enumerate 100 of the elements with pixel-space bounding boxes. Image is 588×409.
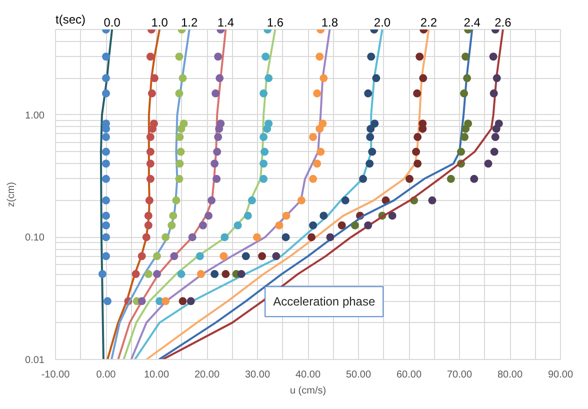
point [138,297,146,306]
x-tick-label: 90.00 [548,370,574,380]
point [341,196,350,204]
point [260,89,268,98]
y-tick-label: 1.00 [25,110,45,122]
point [146,174,154,183]
point [196,252,204,260]
point [214,133,222,142]
x-tick-label: 10.00 [144,370,170,380]
point [388,212,396,220]
point [145,196,154,204]
x-tick-label: 60.00 [396,370,422,380]
point [316,148,325,156]
point [275,221,284,230]
point [98,270,106,278]
point [186,297,195,306]
point [492,124,500,133]
point [264,74,273,82]
point [308,233,316,242]
point [462,52,470,61]
point [366,124,375,133]
point [162,297,170,306]
point [234,221,242,230]
point [419,74,428,82]
point [359,174,368,183]
annotation: Acceleration phase [273,294,376,309]
point [102,233,110,242]
point [490,89,498,98]
x-tick-label: 30.00 [244,370,270,380]
point [150,74,158,82]
point [175,174,184,183]
line-series [134,30,384,360]
point [172,196,180,204]
point [244,212,252,220]
point [313,89,322,98]
point [102,89,110,98]
point [102,133,110,142]
point [297,196,306,204]
line-series [110,30,190,360]
point [272,252,280,260]
point [242,252,250,260]
point [309,221,318,230]
x-tick-label: 40.00 [295,370,321,380]
point [178,74,187,82]
line-series [106,30,161,360]
point [412,148,420,156]
point [102,174,110,183]
point [364,89,372,98]
point [196,270,205,278]
point [326,233,334,242]
point [176,160,184,168]
point [258,252,266,260]
point [262,52,270,61]
point [263,124,272,133]
series-label: 2.0 [374,15,391,30]
point [222,270,230,278]
point [366,160,374,168]
point [153,252,162,260]
point [102,148,110,156]
point [220,233,229,242]
series-label: 2.6 [494,15,512,30]
point [368,148,376,156]
point [153,270,162,278]
x-axis-title: u (cm/s) [290,386,326,396]
point [146,148,154,156]
point [102,160,110,168]
point [491,133,500,142]
point [320,212,328,220]
point [146,133,154,142]
point [309,133,318,142]
point [213,148,222,156]
x-tick-label: 20.00 [194,370,220,380]
point [489,52,498,61]
point [177,124,186,133]
point [350,221,359,230]
point [144,270,152,278]
point [175,89,184,98]
point [414,133,422,142]
point [428,196,436,204]
x-tick-label: -10.00 [41,370,70,380]
point [175,52,184,61]
point [210,270,219,278]
y-tick-label: 0.10 [25,232,45,244]
point [102,252,110,260]
point [162,233,170,242]
point [252,233,261,242]
point [204,212,213,220]
point [148,124,156,133]
point [176,133,184,142]
point [169,212,178,220]
point [490,148,498,156]
point [198,221,207,230]
point [260,133,268,142]
point [138,252,146,260]
x-tick-label: 70.00 [446,370,472,380]
point [178,297,187,306]
point [102,52,110,61]
series-label: 0.0 [104,15,121,30]
point [102,212,110,220]
point [320,74,328,82]
